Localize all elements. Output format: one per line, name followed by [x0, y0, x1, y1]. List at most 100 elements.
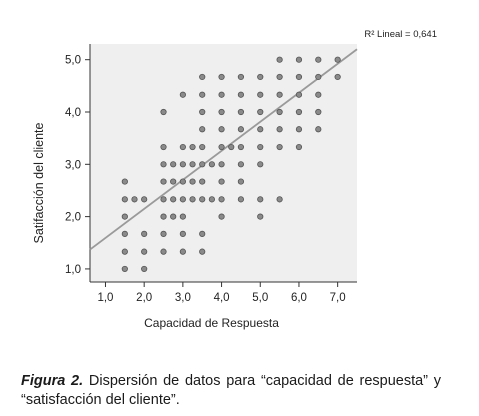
data-point	[218, 196, 225, 203]
scatter-chart-svg: 1,0 2,0 3,0 4,0 5,0 1,0 2,0 3,0 4,0 5,0 6,0 7,0 Capa…	[32, 29, 437, 330]
data-point	[160, 161, 167, 168]
data-point	[276, 91, 283, 98]
data-point	[257, 196, 264, 203]
data-point	[276, 126, 283, 133]
data-point	[218, 73, 225, 81]
data-point	[199, 178, 206, 185]
y-axis-title: Satifacción del cliente	[32, 123, 46, 244]
data-point	[199, 91, 206, 98]
data-point	[257, 213, 264, 220]
data-point	[141, 248, 148, 255]
data-point	[276, 73, 283, 81]
x-axis-title: Capacidad de Respuesta	[144, 316, 279, 330]
data-point	[208, 161, 215, 168]
data-point	[160, 178, 167, 185]
data-point	[179, 161, 186, 168]
data-point	[295, 56, 303, 63]
data-point	[237, 91, 245, 98]
data-point	[160, 108, 167, 116]
data-point	[237, 108, 245, 116]
data-point	[189, 143, 196, 151]
data-point	[257, 126, 264, 133]
data-point	[160, 230, 167, 237]
data-point	[170, 161, 177, 168]
data-point	[295, 91, 303, 98]
x-tick-label: 1,0	[97, 292, 113, 304]
data-point	[218, 143, 225, 151]
data-point	[237, 126, 245, 133]
data-point	[170, 178, 177, 185]
data-point	[141, 265, 148, 273]
data-point	[179, 178, 186, 185]
data-point	[218, 178, 225, 185]
x-tick-label: 5,0	[252, 292, 268, 304]
data-point	[131, 196, 138, 203]
scatter-chart: 1,0 2,0 3,0 4,0 5,0 1,0 2,0 3,0 4,0 5,0 6,0 7,0 Capa…	[32, 29, 437, 330]
data-point	[257, 73, 264, 81]
data-point	[315, 108, 322, 116]
x-tick-label: 2,0	[136, 292, 152, 304]
data-point	[218, 213, 225, 220]
data-point	[179, 230, 186, 237]
data-point	[199, 126, 206, 133]
x-tick-label: 3,0	[175, 292, 191, 304]
data-point	[121, 196, 128, 203]
data-point	[295, 126, 303, 133]
data-point	[237, 143, 245, 151]
data-point	[315, 126, 322, 133]
y-tick-label: 5,0	[65, 55, 81, 67]
data-point	[141, 196, 148, 203]
fit-line-label: R² Lineal = 0,641	[364, 29, 437, 40]
data-point	[237, 196, 245, 203]
data-point	[160, 248, 167, 255]
data-point	[257, 91, 264, 98]
data-point	[121, 213, 128, 220]
data-point	[276, 143, 283, 151]
data-point	[334, 73, 341, 81]
data-point	[218, 126, 225, 133]
data-point	[257, 161, 264, 168]
data-point	[160, 143, 167, 151]
data-point	[121, 230, 128, 237]
figure-caption-text: Dispersión de datos para “capacidad de r…	[21, 372, 441, 408]
data-point	[121, 265, 128, 273]
data-point	[160, 213, 167, 220]
y-tick-label: 4,0	[65, 107, 81, 119]
data-point	[237, 73, 245, 81]
data-point	[179, 248, 186, 255]
y-tick-label: 2,0	[65, 212, 81, 224]
data-point	[257, 108, 264, 116]
data-point	[189, 178, 196, 185]
data-point	[179, 143, 186, 151]
data-point	[295, 73, 303, 81]
y-tick-label: 3,0	[65, 159, 81, 171]
data-point	[199, 143, 206, 151]
figure-caption: Figura 2. Dispersión de datos para “capa…	[21, 372, 441, 410]
data-point	[228, 143, 235, 151]
data-point	[199, 230, 206, 237]
figure-label: Figura 2.	[21, 372, 84, 389]
data-point	[315, 73, 322, 81]
data-point	[189, 161, 196, 168]
data-point	[276, 56, 283, 63]
data-point	[121, 178, 128, 185]
data-point	[218, 161, 225, 168]
data-point	[295, 143, 303, 151]
data-point	[276, 196, 283, 203]
data-point	[315, 56, 322, 63]
data-point	[218, 91, 225, 98]
data-point	[295, 108, 303, 116]
data-point	[237, 178, 245, 185]
x-tick-label: 4,0	[214, 292, 230, 304]
data-point	[276, 108, 283, 116]
data-point	[179, 213, 186, 220]
data-point	[179, 196, 186, 203]
data-point	[218, 108, 225, 116]
data-point	[199, 248, 206, 255]
data-point	[334, 56, 341, 63]
data-point	[160, 196, 167, 203]
data-point	[170, 196, 177, 203]
data-point	[237, 161, 245, 168]
data-point	[199, 108, 206, 116]
data-point	[141, 230, 148, 237]
